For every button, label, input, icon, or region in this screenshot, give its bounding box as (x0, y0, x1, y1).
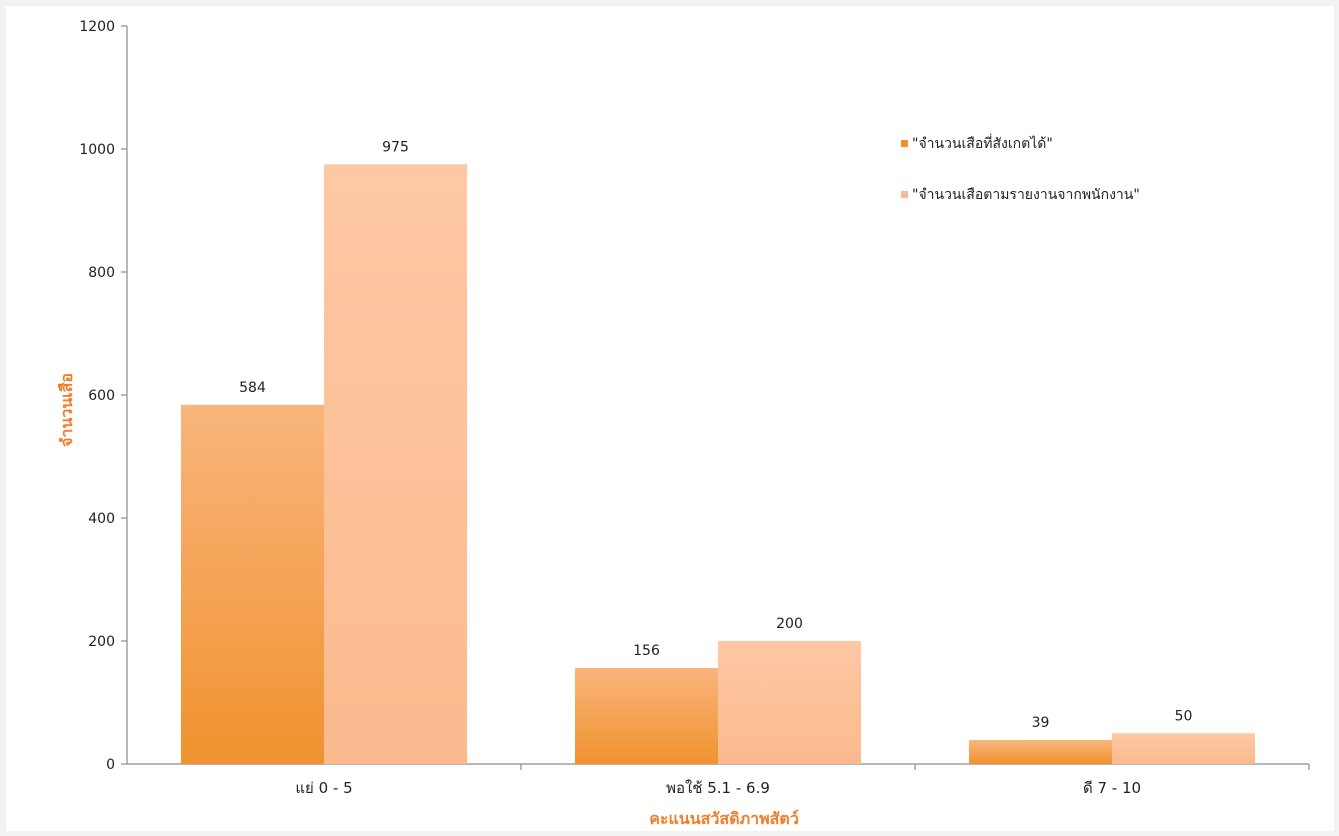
chart-frame: 0 200 400 600 800 1000 1200 584 975 แย่ 0 - 5 156… (6, 6, 1334, 831)
bar-chart: 0 200 400 600 800 1000 1200 584 975 แย่ 0 - 5 156… (57, 19, 1310, 828)
y-tick-label: 400 (88, 511, 115, 527)
data-labels: 584 975 แย่ 0 - 5 156 200 พอใช้ 5.1 - 6.9 39 50… (239, 139, 1310, 797)
bar-series-2 (718, 641, 861, 764)
y-tick-label: 0 (106, 757, 115, 773)
bar-series-1 (969, 740, 1112, 764)
legend-entry-label: "จำนวนเสือที่สังเกตได้" (912, 134, 1053, 152)
y-tick-label: 800 (88, 265, 115, 281)
y-axis-title: จำนวนเสือ (57, 373, 76, 447)
bar-series-1 (181, 404, 324, 764)
y-tick-label: 600 (88, 388, 115, 404)
x-tick-label: ดี 7 - 10 (1083, 779, 1141, 797)
y-tick-label: 1000 (79, 142, 115, 158)
bar-series-2 (324, 164, 467, 764)
data-label: 975 (382, 139, 409, 155)
data-label: 584 (239, 380, 266, 396)
bar-series-2 (1112, 733, 1255, 764)
data-label: 50 (1175, 708, 1193, 724)
data-label: 39 (1032, 715, 1050, 731)
x-tick-label: แย่ 0 - 5 (295, 779, 352, 797)
y-tick-label: 1200 (79, 19, 115, 35)
bar-series-1 (575, 668, 718, 764)
legend-swatch (901, 140, 908, 147)
legend-swatch (901, 191, 908, 198)
x-tick-label: พอใช้ 5.1 - 6.9 (666, 779, 770, 797)
data-label: 156 (633, 643, 660, 659)
legend: "จำนวนเสือที่สังเกตได้" "จำนวนเสือตามรายง… (901, 134, 1140, 203)
x-axis-title: คะแนนสวัสดิภาพสัตว์ (649, 809, 799, 828)
data-label: 200 (776, 616, 803, 632)
legend-entry-label: "จำนวนเสือตามรายงานจากพนักงาน" (912, 187, 1140, 203)
y-tick-label: 200 (88, 634, 115, 650)
bars (181, 164, 1255, 764)
